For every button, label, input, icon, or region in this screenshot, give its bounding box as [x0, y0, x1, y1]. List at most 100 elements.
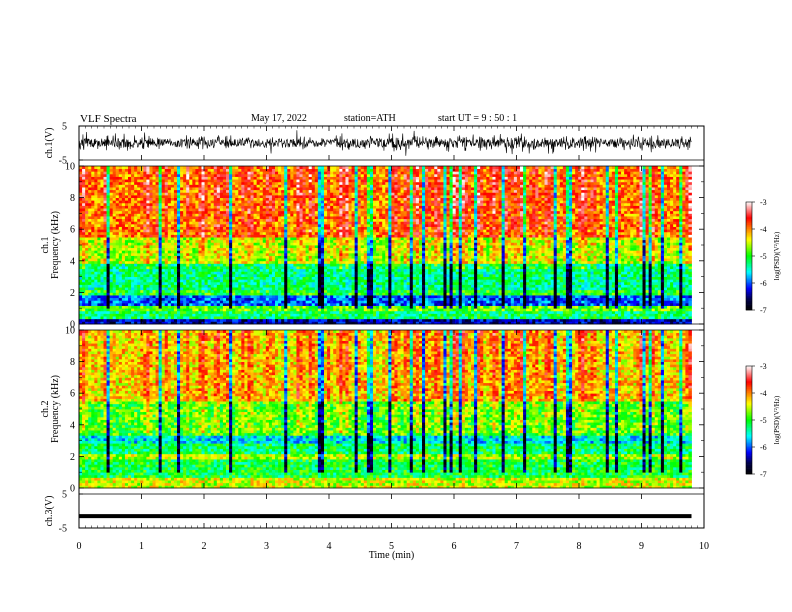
spectrogram-cell: [140, 313, 143, 316]
spectrogram-cell: [333, 308, 336, 311]
spectrogram-cell: [548, 266, 551, 269]
spectrogram-cell: [113, 306, 116, 309]
spectrogram-cell: [275, 298, 278, 301]
spectrogram-cell: [82, 298, 85, 301]
spectrogram-cell: [260, 298, 263, 301]
spectrogram-cell: [496, 277, 499, 280]
spectrogram-cell: [128, 303, 131, 306]
spectrogram-cell: [670, 285, 673, 288]
spectrogram-cell: [349, 263, 352, 266]
spectrogram-cell: [91, 306, 94, 309]
spectrogram-cell: [453, 311, 456, 314]
spectrogram-cell: [557, 266, 560, 269]
spectrogram-cell: [496, 313, 499, 316]
spectrogram-cell: [535, 277, 538, 280]
spectrogram-cell: [251, 303, 254, 306]
spectrogram-cell: [431, 308, 434, 311]
spectrogram-cell: [618, 306, 621, 309]
spectrogram-cell: [192, 263, 195, 266]
spectrogram-cell: [682, 308, 685, 311]
spectrogram-cell: [373, 274, 376, 277]
spectrogram-cell: [385, 266, 388, 269]
spectrogram-cell: [447, 271, 450, 274]
spectrogram-cell: [413, 258, 416, 261]
spectrogram-cell: [339, 277, 342, 280]
spectrogram-cell: [471, 295, 474, 298]
spectrogram-cell: [339, 316, 342, 319]
spectrogram-cell: [202, 290, 205, 293]
spectrogram-cell: [499, 308, 502, 311]
spectrogram-cell: [511, 313, 514, 316]
spectrogram-cell: [425, 271, 428, 274]
spectrogram-cell: [128, 258, 131, 261]
spectrogram-cell: [232, 285, 235, 288]
spectrogram-cell: [673, 279, 676, 282]
spectrogram-cell: [569, 295, 572, 298]
spectrogram-cell: [453, 274, 456, 277]
spectrogram-cell: [174, 311, 177, 314]
spectrogram-cell: [373, 271, 376, 274]
spectrogram-cell: [569, 263, 572, 266]
spectrogram-cell: [443, 313, 446, 316]
spectrogram-cell: [82, 266, 85, 269]
spectrogram-cell: [100, 298, 103, 301]
spectrogram-cell: [122, 274, 125, 277]
spectrogram-cell: [385, 308, 388, 311]
spectrogram-cell: [214, 295, 217, 298]
spectrogram-cell: [603, 316, 606, 319]
spectrogram-cell: [566, 303, 569, 306]
spectrogram-cell: [600, 269, 603, 272]
spectrogram-cell: [404, 319, 407, 322]
spectrogram-cell: [627, 308, 630, 311]
spectrogram-cell: [174, 258, 177, 261]
spectrogram-cell: [263, 298, 266, 301]
spectrogram-cell: [208, 258, 211, 261]
spectrogram-cell: [238, 279, 241, 282]
spectrogram-cell: [220, 266, 223, 269]
spectrogram-cell: [600, 292, 603, 295]
spectrogram-cell: [398, 258, 401, 261]
spectrogram-cell: [511, 269, 514, 272]
spectrogram-cell: [624, 300, 627, 303]
spectrogram-cell: [208, 303, 211, 306]
spectrogram-cell: [370, 300, 373, 303]
spectrogram-cell: [195, 313, 198, 316]
spectrogram-cell: [661, 303, 664, 306]
spectrogram-cell: [315, 282, 318, 285]
spectrogram-cell: [615, 300, 618, 303]
spectrogram-cell: [333, 300, 336, 303]
spectrogram-cell: [165, 263, 168, 266]
spectrogram-cell: [532, 316, 535, 319]
spectrogram-cell: [621, 279, 624, 282]
spectrogram-cell: [358, 313, 361, 316]
spectrogram-cell: [520, 308, 523, 311]
spectrogram-cell: [183, 298, 186, 301]
spectrogram-cell: [557, 313, 560, 316]
spectrogram-cell: [312, 274, 315, 277]
spectrogram-cell: [682, 298, 685, 301]
spectrogram-cell: [134, 319, 137, 322]
spectrogram-cell: [517, 271, 520, 274]
spectrogram-cell: [146, 279, 149, 282]
spectrogram-cell: [639, 295, 642, 298]
spectrogram-cell: [235, 290, 238, 293]
spectrogram-cell: [511, 271, 514, 274]
spectrogram-cell: [358, 311, 361, 314]
spectrogram-cell: [685, 306, 688, 309]
spectrogram-cell: [459, 300, 462, 303]
spectrogram-cell: [563, 295, 566, 298]
spectrogram-cell: [505, 306, 508, 309]
spectrogram-cell: [391, 303, 394, 306]
spectrogram-cell: [447, 258, 450, 261]
spectrogram-cell: [566, 282, 569, 285]
spectrogram-cell: [532, 269, 535, 272]
spectrogram-cell: [100, 279, 103, 282]
spectrogram-cell: [496, 300, 499, 303]
spectrogram-cell: [658, 285, 661, 288]
spectrogram-cell: [226, 269, 229, 272]
spectrogram-cell: [309, 316, 312, 319]
spectrogram-cell: [162, 271, 165, 274]
spectrogram-cell: [440, 261, 443, 264]
spectrogram-cell: [119, 279, 122, 282]
spectrogram-cell: [290, 319, 293, 322]
